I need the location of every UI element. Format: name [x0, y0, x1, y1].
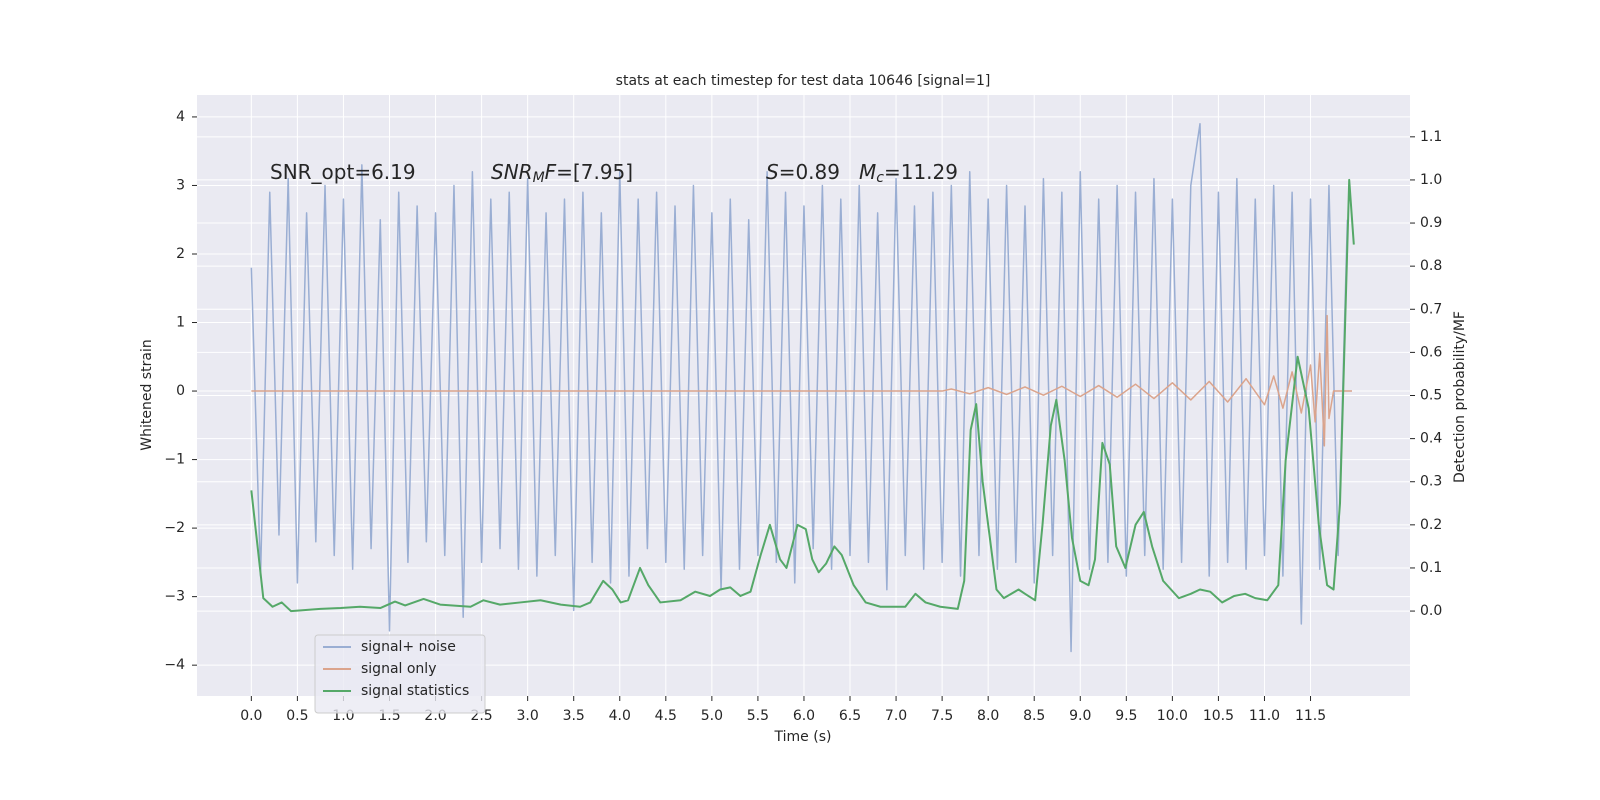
annotation-part: F: [545, 160, 557, 184]
annotation: SNR_opt=6.19: [270, 160, 416, 184]
y-tick-label: −3: [164, 589, 185, 605]
x-tick-label: 3.0: [517, 708, 539, 724]
y-tick-label: 4: [176, 109, 185, 125]
x-tick-label: 9.5: [1115, 708, 1137, 724]
x-tick-label: 9.0: [1069, 708, 1091, 724]
x-tick-label: 5.5: [747, 708, 769, 724]
x-tick-label: 6.0: [793, 708, 815, 724]
series-line: [250, 178, 1355, 613]
annotation-part: =11.29: [884, 160, 958, 184]
annotation: S=0.89: [766, 160, 840, 184]
y-tick-label: −2: [164, 520, 185, 536]
x-tick-label: 10.5: [1203, 708, 1234, 724]
series-line: [250, 123, 1349, 653]
x-tick-label: 3.5: [563, 708, 585, 724]
y2-tick-label: 0.6: [1420, 344, 1442, 360]
legend-box: [314, 634, 486, 714]
annotation-part: =0.89: [779, 160, 840, 184]
y2-tick-label: 0.8: [1420, 258, 1442, 274]
annotation-part: SNR_opt=6.19: [270, 160, 416, 184]
x-axis-label: Time (s): [774, 729, 832, 745]
annotation-part: M: [533, 170, 545, 186]
x-tick-label: 11.0: [1249, 708, 1280, 724]
y2-tick-label: 0.4: [1420, 431, 1442, 447]
y-tick-label: −1: [164, 452, 185, 468]
x-tick-label: 7.0: [885, 708, 907, 724]
annotation-part: M: [859, 160, 876, 184]
legend-label: signal only: [361, 661, 436, 677]
y2-tick-label: 1.1: [1420, 129, 1442, 145]
y-axis-label: Whitened strain: [139, 339, 155, 450]
y-tick-label: 3: [176, 177, 185, 193]
y2-tick-label: 0.3: [1420, 474, 1442, 490]
legend-label: signal statistics: [361, 683, 469, 699]
chart-title: stats at each timestep for test data 106…: [616, 73, 991, 89]
x-tick-label: 8.5: [1023, 708, 1045, 724]
x-tick-label: 5.0: [701, 708, 723, 724]
y2-tick-label: 0.7: [1420, 301, 1442, 317]
annotation: SNRMF=[7.95]: [491, 160, 633, 187]
x-tick-label: 6.5: [839, 708, 861, 724]
y2-axis-label: Detection probability/MF: [1452, 311, 1468, 483]
x-tick-label: 11.5: [1295, 708, 1326, 724]
y-tick-label: 0: [176, 383, 185, 399]
y2-tick-label: 0.0: [1420, 603, 1442, 619]
annotation: Mc=11.29: [859, 160, 958, 187]
annotation-part: SNR: [491, 160, 533, 184]
y2-tick-label: 1.0: [1420, 172, 1442, 188]
x-tick-label: 0.5: [286, 708, 308, 724]
y2-tick-label: 0.2: [1420, 517, 1442, 533]
x-tick-label: 4.5: [655, 708, 677, 724]
y-tick-label: 1: [176, 315, 185, 331]
x-tick-label: 8.0: [977, 708, 999, 724]
series-line: [251, 314, 1352, 447]
y2-tick-label: 0.9: [1420, 215, 1442, 231]
y2-tick-label: 0.5: [1420, 388, 1442, 404]
annotation-part: S: [766, 160, 779, 184]
x-tick-label: 4.0: [609, 708, 631, 724]
legend-label: signal+ noise: [361, 639, 456, 655]
x-tick-label: 0.0: [240, 708, 262, 724]
annotation-part: =[7.95]: [556, 160, 633, 184]
x-tick-label: 10.0: [1157, 708, 1188, 724]
y-tick-label: 2: [176, 246, 185, 262]
y2-tick-label: 0.1: [1420, 560, 1442, 576]
x-tick-label: 7.5: [931, 708, 953, 724]
annotation-part: c: [876, 170, 884, 186]
y-tick-label: −4: [164, 657, 185, 673]
